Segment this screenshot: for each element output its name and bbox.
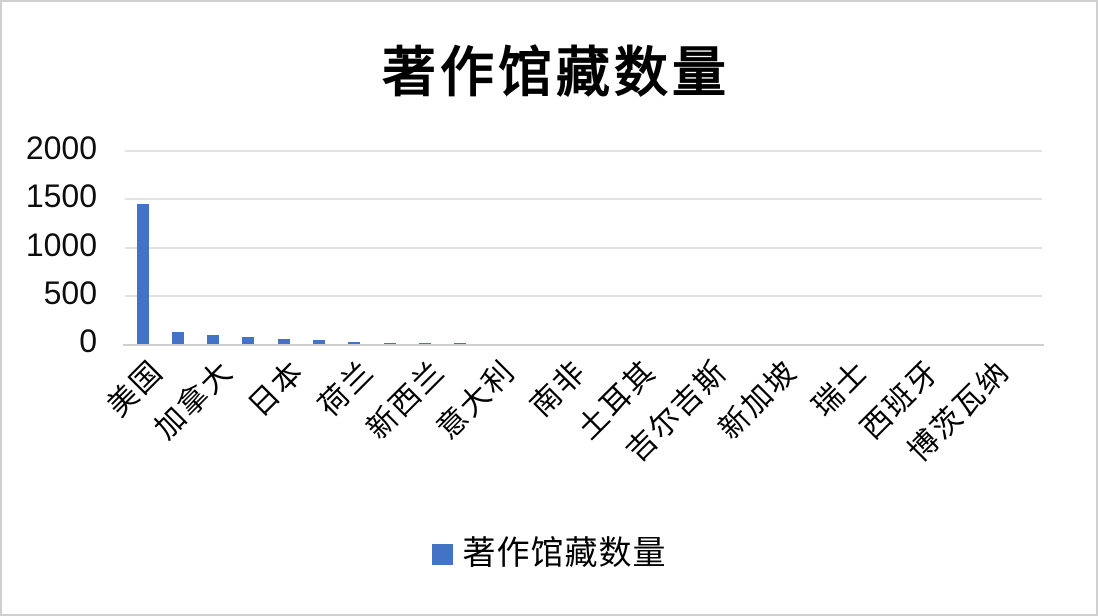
bar [312,339,325,344]
y-axis-tick-label: 1000 [25,226,97,263]
y-axis-tick-label: 1500 [25,178,97,215]
bar [242,336,255,344]
bar [136,204,149,344]
y-axis-tick-label: 500 [43,274,97,311]
bar [277,338,290,344]
legend-label: 著作馆藏数量 [462,536,667,572]
bar [171,332,184,344]
x-axis-tick-label: 新加坡 [713,354,805,446]
x-axis-tick-label: 日本 [242,354,311,424]
bar [348,342,361,344]
gridline [125,150,1042,152]
x-axis-tick-label: 加拿大 [148,354,241,446]
x-axis-line [123,343,1044,346]
gridline [125,198,1042,201]
bar [418,342,431,344]
chart-title: 著作馆藏数量 [382,43,730,103]
x-axis-tick-label: 意大利 [431,354,523,446]
legend: 著作馆藏数量 [0,532,1098,576]
bar [383,342,396,344]
gridline [125,294,1042,297]
x-axis-tick-label: 新西兰 [360,354,452,446]
y-axis-tick-label: 2000 [25,130,97,166]
square-icon [431,543,453,565]
bar [207,334,220,344]
y-axis-tick-label: 0 [79,323,97,359]
gridline [125,246,1042,249]
bar [454,342,467,344]
